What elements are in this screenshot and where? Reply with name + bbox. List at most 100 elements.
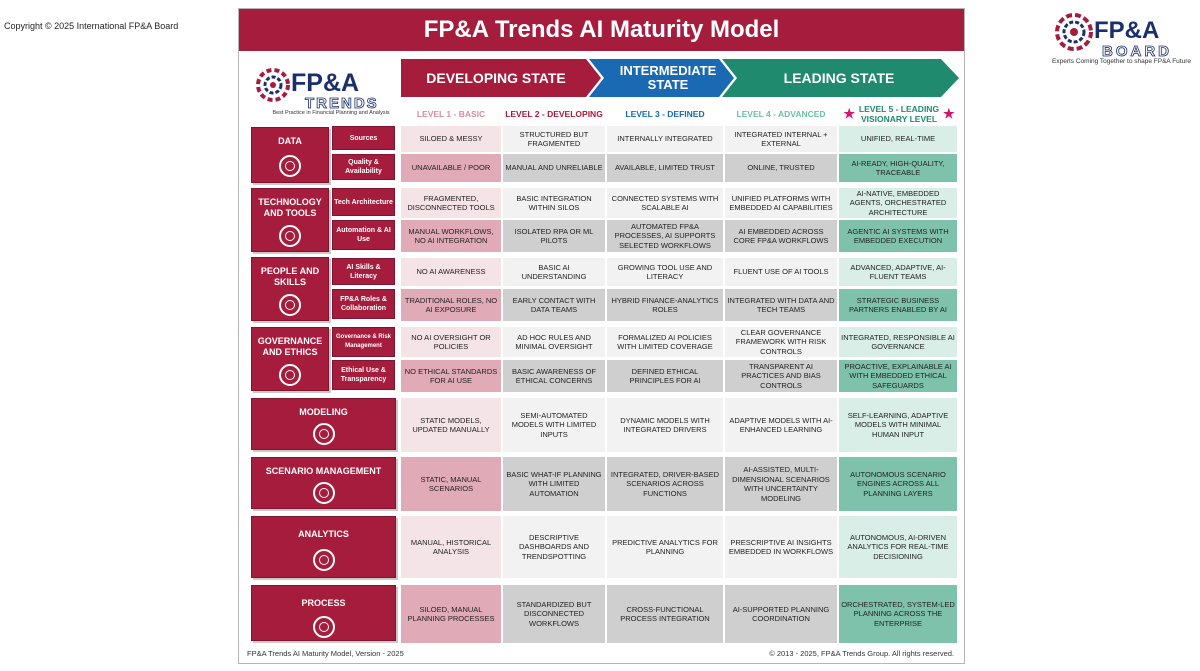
- trends-logo-line1: FP&A: [291, 69, 359, 97]
- grid-cell: SILOED, MANUAL PLANNING PROCESSES: [401, 585, 501, 643]
- grid-cell: EARLY CONTACT WITH DATA TEAMS: [503, 289, 605, 321]
- subcategory-quality-availability: Quality & Availability: [332, 154, 395, 180]
- grid-cell: BASIC AWARENESS OF ETHICAL CONCERNS: [503, 360, 605, 392]
- state-arrow-developing: [401, 59, 601, 97]
- grid-cell: SEMI-AUTOMATED MODELS WITH LIMITED INPUT…: [503, 398, 605, 452]
- level-4-label: LEVEL 4 - ADVANCED: [736, 109, 826, 119]
- modeling-icon: [312, 423, 335, 445]
- level-5-label: ★ LEVEL 5 - LEADING VISIONARY LEVEL ★: [843, 104, 955, 124]
- category-governance-and-ethics: GOVERNANCE AND ETHICS: [251, 327, 329, 391]
- grid-cell: ADVANCED, ADAPTIVE, AI-FLUENT TEAMS: [839, 258, 957, 286]
- grid-cell: CROSS-FUNCTIONAL PROCESS INTEGRATION: [607, 585, 723, 643]
- subcategory-automation-ai-use: Automation & AI Use: [332, 220, 395, 250]
- grid-cell: INTEGRATED, DRIVER-BASED SCENARIOS ACROS…: [607, 457, 723, 511]
- grid-cell: INTERNALLY INTEGRATED: [607, 126, 723, 152]
- state-intermediate: INTERMEDIATE STATE: [619, 63, 717, 92]
- state-arrow-leading: [722, 59, 959, 97]
- grid-cell: AVAILABLE, LIMITED TRUST: [607, 154, 723, 182]
- grid-cell: BASIC WHAT-IF PLANNING WITH LIMITED AUTO…: [503, 457, 605, 511]
- grid-cell: CONNECTED SYSTEMS WITH SCALABLE AI: [607, 188, 723, 218]
- grid-cell: AUTOMATED FP&A PROCESSES, AI SUPPORTS SE…: [607, 220, 723, 252]
- grid-cell: MANUAL WORKFLOWS, NO AI INTEGRATION: [401, 220, 501, 252]
- subcategory-sources: Sources: [332, 126, 395, 150]
- globe-icon: [1055, 13, 1093, 51]
- globe-icon: [256, 68, 290, 102]
- grid-cell: MANUAL, HISTORICAL ANALYSIS: [401, 516, 501, 578]
- grid-cell: AI-ASSISTED, MULTI-DIMENSIONAL SCENARIOS…: [725, 457, 837, 511]
- state-developing: DEVELOPING STATE: [426, 70, 566, 86]
- grid-cell: DEFINED ETHICAL PRINCIPLES FOR AI: [607, 360, 723, 392]
- fpa-board-logo: FP&A BOARD: [1055, 13, 1172, 60]
- grid-cell: PRESCRIPTIVE AI INSIGHTS EMBEDDED IN WOR…: [725, 516, 837, 578]
- maturity-model-card: FP&A Trends AI Maturity Model FP&A TREND…: [238, 8, 965, 664]
- grid-cell: UNAVAILABLE / POOR: [401, 154, 501, 182]
- grid-cell: SELF-LEARNING, ADAPTIVE MODELS WITH MINI…: [839, 398, 957, 452]
- grid-cell: UNIFIED PLATFORMS WITH EMBEDDED AI CAPAB…: [725, 188, 837, 218]
- process-icon: [312, 616, 335, 638]
- footer-version: FP&A Trends AI Maturity Model, Version -…: [247, 649, 404, 658]
- footer-copyright: © 2013 - 2025, FP&A Trends Group. All ri…: [769, 649, 954, 658]
- level-1-label: LEVEL 1 - BASIC: [416, 109, 486, 119]
- subcategory-governance-risk: Governance & Risk Management: [332, 327, 395, 357]
- subcategory-tech-architecture: Tech Architecture: [332, 188, 395, 216]
- people-icon: [279, 294, 301, 316]
- grid-cell: AGENTIC AI SYSTEMS WITH EMBEDDED EXECUTI…: [839, 220, 957, 252]
- state-leading: LEADING STATE: [783, 70, 895, 86]
- state-arrows: [401, 59, 959, 97]
- grid-cell: SILOED & MESSY: [401, 126, 501, 152]
- grid-cell: GROWING TOOL USE AND LITERACY: [607, 258, 723, 286]
- grid-cell: AD HOC RULES AND MINIMAL OVERSIGHT: [503, 327, 605, 357]
- scenario-icon: [312, 482, 335, 504]
- data-icon: [279, 155, 301, 177]
- level-2-label: LEVEL 2 - DEVELOPING: [505, 109, 603, 119]
- grid-cell: PREDICTIVE ANALYTICS FOR PLANNING: [607, 516, 723, 578]
- grid-cell: INTEGRATED WITH DATA AND TECH TEAMS: [725, 289, 837, 321]
- grid-cell: PROACTIVE, EXPLAINABLE AI WITH EMBEDDED …: [839, 360, 957, 392]
- page-title: FP&A Trends AI Maturity Model: [239, 9, 964, 51]
- category-analytics: ANALYTICS: [251, 516, 396, 578]
- grid-cell: NO ETHICAL STANDARDS FOR AI USE: [401, 360, 501, 392]
- trends-logo-line2: TRENDS: [305, 95, 379, 112]
- star-icon: ★: [943, 106, 955, 121]
- grid-cell: MANUAL AND UNRELIABLE: [503, 154, 605, 182]
- grid-cell: ONLINE, TRUSTED: [725, 154, 837, 182]
- grid-cell: AUTONOMOUS, AI-DRIVEN ANALYTICS FOR REAL…: [839, 516, 957, 578]
- grid-cell: ORCHESTRATED, SYSTEM-LED PLANNING ACROSS…: [839, 585, 957, 643]
- grid-cell: CLEAR GOVERNANCE FRAMEWORK WITH RISK CON…: [725, 327, 837, 357]
- category-process: PROCESS: [251, 585, 396, 641]
- grid-cell: NO AI AWARENESS: [401, 258, 501, 286]
- grid-cell: NO AI OVERSIGHT OR POLICIES: [401, 327, 501, 357]
- category-people-and-skills: PEOPLE AND SKILLS: [251, 257, 329, 321]
- grid-cell: FLUENT USE OF AI TOOLS: [725, 258, 837, 286]
- category-technology-and-tools: TECHNOLOGY AND TOOLS: [251, 188, 329, 252]
- category-data: DATA: [251, 127, 329, 183]
- grid-cell: STATIC MODELS, UPDATED MANUALLY: [401, 398, 501, 452]
- fpa-trends-logo: FP&A TRENDS: [256, 68, 379, 112]
- grid-cell: AI-SUPPORTED PLANNING COORDINATION: [725, 585, 837, 643]
- category-modeling: MODELING: [251, 398, 396, 450]
- copyright-text: Copyright © 2025 International FP&A Boar…: [4, 21, 179, 31]
- governance-icon: [279, 364, 301, 386]
- fpab-logo-line1: FP&A: [1094, 17, 1159, 44]
- subcategory-ai-skills-literacy: AI Skills & Literacy: [332, 258, 395, 285]
- grid-cell: DYNAMIC MODELS WITH INTEGRATED DRIVERS: [607, 398, 723, 452]
- subcategory-fpa-roles-collaboration: FP&A Roles & Collaboration: [332, 289, 395, 319]
- state-arrow-intermediate: [589, 59, 734, 97]
- grid-cell: AI-READY, HIGH-QUALITY, TRACEABLE: [839, 154, 957, 182]
- star-icon: ★: [843, 106, 855, 121]
- fpab-tagline: Experts Coming Together to shape FP&A Fu…: [1052, 58, 1191, 65]
- grid-cell: STATIC, MANUAL SCENARIOS: [401, 457, 501, 511]
- level-3-label: LEVEL 3 - DEFINED: [625, 109, 705, 119]
- grid-cell: AUTONOMOUS SCENARIO ENGINES ACROSS ALL P…: [839, 457, 957, 511]
- grid-cell: BASIC AI UNDERSTANDING: [503, 258, 605, 286]
- grid-cell: AI EMBEDDED ACROSS CORE FP&A WORKFLOWS: [725, 220, 837, 252]
- grid-cell: TRADITIONAL ROLES, NO AI EXPOSURE: [401, 289, 501, 321]
- grid-cell: HYBRID FINANCE-ANALYTICS ROLES: [607, 289, 723, 321]
- grid-cell: INTEGRATED INTERNAL + EXTERNAL: [725, 126, 837, 152]
- fpab-logo-line2: BOARD: [1102, 43, 1172, 60]
- grid-cell: DESCRIPTIVE DASHBOARDS AND TRENDSPOTTING: [503, 516, 605, 578]
- grid-cell: UNIFIED, REAL-TIME: [839, 126, 957, 152]
- grid-cell: FORMALIZED AI POLICIES WITH LIMITED COVE…: [607, 327, 723, 357]
- grid-cell: STRATEGIC BUSINESS PARTNERS ENABLED BY A…: [839, 289, 957, 321]
- grid-cell: BASIC INTEGRATION WITHIN SILOS: [503, 188, 605, 218]
